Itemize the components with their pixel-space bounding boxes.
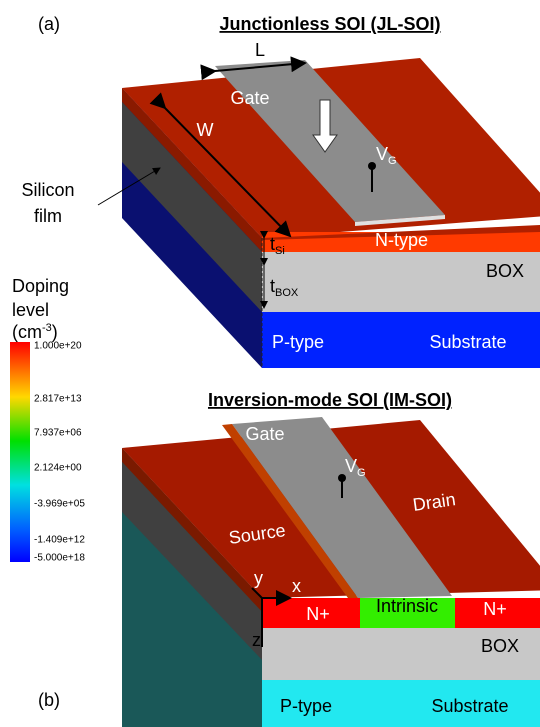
colorbar xyxy=(10,342,30,562)
ptype-label: P-type xyxy=(280,696,332,716)
jl-soi-device xyxy=(97,56,540,368)
gate-label: Gate xyxy=(245,424,284,444)
length-label: L xyxy=(255,40,265,60)
colorbar-unit: (cm-3) xyxy=(12,322,58,342)
colorbar-tick-label: 1.000e+20 xyxy=(34,341,82,352)
axis-y: y xyxy=(254,568,263,588)
box-label: BOX xyxy=(486,261,524,281)
im-soi-device xyxy=(122,417,540,727)
vg-label: VG xyxy=(345,456,366,479)
vg-label: VG xyxy=(376,144,397,167)
tsi-label: tSi xyxy=(270,234,285,257)
intrinsic-label: Intrinsic xyxy=(376,596,438,616)
n-plus-label: N+ xyxy=(306,604,330,624)
colorbar-title: level xyxy=(12,300,49,320)
axis-z: z xyxy=(252,630,261,650)
substrate-label: Substrate xyxy=(431,696,508,716)
colorbar-tick-label: -1.409e+12 xyxy=(34,535,85,546)
ptype-label: P-type xyxy=(272,332,324,352)
panel-title: Junctionless SOI (JL-SOI) xyxy=(219,14,440,34)
colorbar-title: Doping xyxy=(12,276,69,296)
panel-title: Inversion-mode SOI (IM-SOI) xyxy=(208,390,452,410)
film-label: film xyxy=(34,206,62,226)
n-plus-label: N+ xyxy=(483,599,507,619)
colorbar-tick-label: 2.817e+13 xyxy=(34,394,82,405)
width-label: W xyxy=(197,120,214,140)
colorbar-tick-label: -5.000e+18 xyxy=(34,553,85,564)
panel-label: (a) xyxy=(38,14,60,34)
colorbar-tick-label: 2.124e+00 xyxy=(34,463,82,474)
axis-x: x xyxy=(292,576,301,596)
panel-label: (b) xyxy=(38,690,60,710)
substrate-label: Substrate xyxy=(429,332,506,352)
tbox-label: tBOX xyxy=(270,276,299,299)
film-label: Silicon xyxy=(21,180,74,200)
box-label: BOX xyxy=(481,636,519,656)
ntype-label: N-type xyxy=(375,230,428,250)
colorbar-tick-label: 7.937e+06 xyxy=(34,428,82,439)
colorbar-ticks: 1.000e+20 2.817e+13 7.937e+06 2.124e+00 -3.9… xyxy=(34,341,85,564)
colorbar-tick-label: -3.969e+05 xyxy=(34,499,85,510)
gate-label: Gate xyxy=(230,88,269,108)
